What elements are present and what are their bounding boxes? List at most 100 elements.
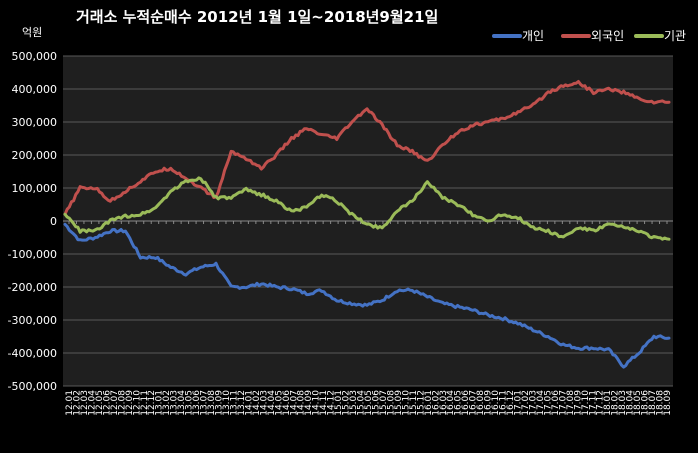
x-tick-label: 16.09 <box>484 390 494 416</box>
x-tick-label: 17.10 <box>581 390 591 416</box>
x-axis-tick-labels: 12.0112.0212.0312.0412.0512.0612.0712.08… <box>65 390 673 416</box>
y-tick-label: 200,000 <box>12 149 58 162</box>
y-tick-label: -400,000 <box>8 347 57 360</box>
x-tick-label: 12.08 <box>117 390 127 416</box>
x-tick-label: 16.03 <box>439 390 449 416</box>
x-tick-label: 15.08 <box>386 390 396 416</box>
x-tick-label: 15.11 <box>409 390 419 416</box>
x-tick-label: 15.03 <box>349 390 359 416</box>
x-tick-label: 13.09 <box>215 390 225 416</box>
x-tick-label: 16.11 <box>499 390 509 416</box>
x-tick-label: 14.11 <box>319 390 329 416</box>
x-tick-label: 15.12 <box>416 390 426 416</box>
x-tick-label: 17.03 <box>528 390 538 416</box>
x-tick-label: 18.02 <box>611 390 621 416</box>
x-tick-label: 12.05 <box>95 390 105 416</box>
x-tick-label: 13.02 <box>162 390 172 416</box>
x-tick-label: 17.07 <box>558 390 568 416</box>
x-tick-label: 15.01 <box>334 390 344 416</box>
x-tick-label: 18.08 <box>656 390 666 416</box>
x-tick-label: 16.05 <box>454 390 464 416</box>
x-tick-label: 13.10 <box>222 390 232 416</box>
legend-label: 외국인 <box>591 29 624 43</box>
legend-label: 개인 <box>522 29 544 43</box>
x-tick-label: 16.06 <box>461 390 471 416</box>
x-tick-label: 13.03 <box>170 390 180 416</box>
x-tick-label: 16.10 <box>491 390 501 416</box>
x-tick-label: 17.04 <box>536 390 546 416</box>
x-tick-label: 12.03 <box>80 390 90 416</box>
x-tick-label: 13.11 <box>229 390 239 416</box>
x-tick-label: 14.08 <box>297 390 307 416</box>
y-tick-label: -300,000 <box>8 314 57 327</box>
x-tick-label: 15.06 <box>371 390 381 416</box>
y-tick-label: 300,000 <box>12 116 58 129</box>
y-tick-label: -500,000 <box>8 380 57 393</box>
x-tick-label: 14.01 <box>244 390 254 416</box>
y-tick-label: -200,000 <box>8 281 57 294</box>
x-tick-label: 18.07 <box>648 390 658 416</box>
x-tick-label: 17.02 <box>521 390 531 416</box>
x-tick-label: 18.09 <box>663 390 673 416</box>
x-tick-label: 16.07 <box>469 390 479 416</box>
x-tick-label: 13.01 <box>155 390 165 416</box>
x-tick-label: 12.07 <box>110 390 120 416</box>
x-tick-label: 13.07 <box>200 390 210 416</box>
series-line-2 <box>63 176 671 241</box>
x-tick-label: 16.02 <box>431 390 441 416</box>
x-tick-label: 14.12 <box>327 390 337 416</box>
x-tick-label: 18.03 <box>618 390 628 416</box>
x-tick-label: 18.04 <box>626 390 636 416</box>
x-tick-label: 13.04 <box>177 390 187 416</box>
x-tick-label: 15.09 <box>394 390 404 416</box>
x-tick-label: 13.12 <box>237 390 247 416</box>
x-tick-label: 14.02 <box>252 390 262 416</box>
y-axis-tick-labels: 500,000 400,000 300,000 200,000 100,000 0 -100… <box>8 50 57 393</box>
x-tick-label: 15.10 <box>401 390 411 416</box>
x-tick-label: 17.11 <box>588 390 598 416</box>
x-tick-label: 17.12 <box>596 390 606 416</box>
gridlines <box>63 55 673 387</box>
y-tick-label: 500,000 <box>12 50 58 63</box>
x-tick-label: 14.10 <box>312 390 322 416</box>
x-tick-label: 15.04 <box>357 390 367 416</box>
x-tick-label: 16.12 <box>506 390 516 416</box>
y-tick-label: -100,000 <box>8 248 57 261</box>
x-tick-label: 12.01 <box>65 390 75 416</box>
x-tick-label: 14.07 <box>289 390 299 416</box>
x-tick-label: 12.02 <box>72 390 82 416</box>
x-tick-label: 17.08 <box>566 390 576 416</box>
x-tick-label: 17.05 <box>543 390 553 416</box>
chart-title: 거래소 누적순매수 2012년 1월 1일~2018년9월21일 <box>76 8 438 26</box>
legend-label: 기관 <box>664 29 686 43</box>
x-tick-label: 12.06 <box>102 390 112 416</box>
y-axis-label: 억원 <box>22 26 42 39</box>
x-tick-label: 12.11 <box>140 390 150 416</box>
x-tick-label: 12.09 <box>125 390 135 416</box>
x-tick-label: 18.05 <box>633 390 643 416</box>
x-tick-label: 16.04 <box>446 390 456 416</box>
series-line-1 <box>63 80 671 216</box>
legend: 개인 외국인 기관 <box>492 29 686 43</box>
x-tick-label: 12.10 <box>132 390 142 416</box>
x-tick-label: 14.09 <box>304 390 314 416</box>
y-tick-label: 100,000 <box>12 182 58 195</box>
y-tick-label: 0 <box>50 215 57 228</box>
x-tick-label: 13.06 <box>192 390 202 416</box>
x-tick-label: 13.08 <box>207 390 217 416</box>
x-tick-label: 17.06 <box>551 390 561 416</box>
x-tick-label: 14.04 <box>267 390 277 416</box>
x-tick-label: 15.07 <box>379 390 389 416</box>
x-tick-label: 12.12 <box>147 390 157 416</box>
series-lines <box>63 80 671 369</box>
x-tick-label: 17.09 <box>573 390 583 416</box>
x-tick-label: 14.06 <box>282 390 292 416</box>
x-tick-label: 16.08 <box>476 390 486 416</box>
series-line-0 <box>63 222 671 369</box>
x-tick-label: 15.05 <box>364 390 374 416</box>
x-tick-label: 14.03 <box>259 390 269 416</box>
x-tick-label: 17.01 <box>514 390 524 416</box>
x-tick-label: 13.05 <box>185 390 195 416</box>
y-tick-label: 400,000 <box>12 83 58 96</box>
